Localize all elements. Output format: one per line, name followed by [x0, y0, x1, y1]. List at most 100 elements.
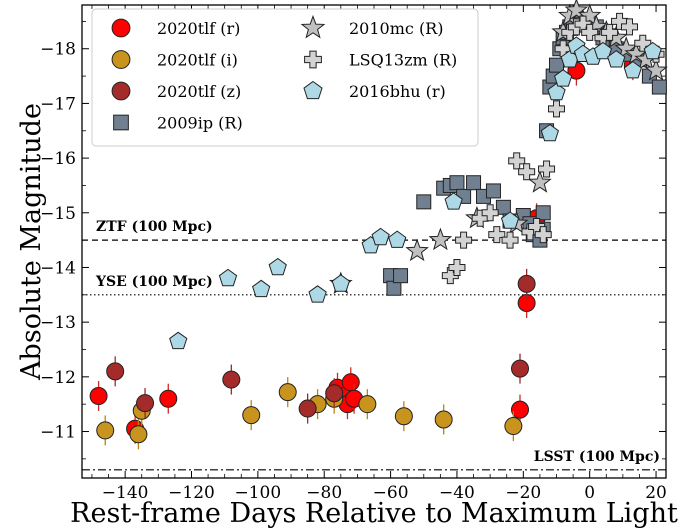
data-point — [268, 257, 287, 276]
data-point — [504, 417, 523, 436]
data-point — [488, 226, 506, 244]
data-point — [528, 170, 552, 193]
data-point — [651, 79, 667, 95]
legend-marker — [303, 80, 323, 100]
x-tick-label: −20 — [505, 483, 541, 503]
y-tick-label: −13 — [40, 313, 76, 333]
x-tick-label: 0 — [584, 483, 595, 503]
data-point — [511, 359, 529, 378]
data-point — [538, 160, 556, 178]
data-point — [106, 362, 125, 381]
y-axis-label: Absolute Magnitude — [16, 103, 47, 381]
data-point — [444, 192, 463, 210]
x-tick-label: −60 — [373, 483, 409, 503]
data-point — [511, 400, 529, 419]
data-point — [441, 267, 459, 285]
data-point — [325, 384, 344, 403]
legend-marker — [300, 14, 326, 39]
legend-marker — [304, 50, 322, 69]
data-point — [508, 152, 526, 170]
x-tick-label: −140 — [102, 483, 149, 503]
data-point — [308, 285, 327, 303]
data-point — [517, 274, 536, 293]
legend-entry-label: 2020tlf (r) — [157, 19, 240, 38]
series-2 — [106, 268, 536, 424]
legend-entry-label: 2009ip (R) — [157, 114, 243, 133]
y-tick-label: −18 — [40, 40, 76, 60]
data-point — [607, 50, 626, 68]
data-point — [455, 231, 473, 249]
reference-label-0: ZTF (100 Mpc) — [96, 219, 213, 235]
axis-ticks: −140 −120 −100 −80 −60 −40 −20 0 20 −11 −12 −13 −14 −… — [40, 5, 667, 503]
x-tick-label: −80 — [306, 483, 342, 503]
data-point — [481, 204, 499, 222]
data-point — [394, 407, 413, 426]
legend-entry-label: LSQ13zm (R) — [349, 51, 457, 70]
y-tick-label: −15 — [40, 204, 76, 224]
reference-label-1: YSE (100 Mpc) — [95, 274, 213, 290]
x-tick-label: 20 — [645, 483, 667, 503]
data-point — [169, 331, 188, 350]
data-point — [501, 231, 519, 249]
x-axis-label: Rest-frame Days Relative to Maximum Ligh… — [70, 498, 678, 529]
data-point — [278, 383, 297, 402]
data-point — [386, 280, 402, 296]
data-point — [548, 100, 565, 118]
legend: 2020tlf (r) 2020tlf (i) 2020tlf (z) 2009ip … — [91, 8, 479, 147]
data-point — [218, 268, 238, 287]
data-point — [388, 230, 407, 248]
legend-entry-label: 2020tlf (i) — [157, 51, 238, 70]
data-point — [405, 238, 429, 262]
data-point — [428, 227, 453, 251]
data-point — [518, 163, 536, 181]
data-point — [448, 258, 466, 276]
legend-marker — [113, 114, 129, 131]
data-point — [601, 23, 619, 41]
data-point — [159, 389, 178, 408]
y-tick-label: −12 — [40, 368, 76, 388]
y-tick-label: −16 — [40, 149, 76, 169]
legend-marker — [111, 50, 131, 69]
legend-entry-label: 2020tlf (z) — [157, 82, 241, 101]
data-point — [500, 211, 520, 229]
x-tick-label: −120 — [168, 483, 215, 503]
data-point — [485, 183, 501, 199]
data-point — [554, 69, 573, 87]
data-point — [358, 395, 377, 414]
data-point — [593, 41, 613, 60]
data-point — [371, 227, 390, 246]
y-tick-label: −11 — [40, 423, 76, 443]
y-tick-label: −14 — [40, 258, 76, 278]
data-point — [222, 370, 241, 389]
reference-label-2: LSST (100 Mpc) — [534, 449, 660, 465]
series-5 — [441, 12, 665, 285]
data-point — [416, 194, 432, 210]
data-point — [549, 57, 564, 73]
x-tick-label: −40 — [439, 483, 475, 503]
data-point — [577, 3, 602, 26]
legend-entry-label: 2010mc (R) — [349, 19, 443, 38]
data-point — [89, 386, 108, 405]
data-point — [621, 18, 638, 36]
data-point — [614, 36, 638, 59]
series-6 — [169, 36, 662, 350]
y-tick-label: −17 — [40, 94, 76, 114]
data-point — [466, 175, 482, 191]
x-tick-label: −100 — [235, 483, 282, 503]
data-point — [298, 399, 317, 418]
data-point — [449, 175, 465, 191]
data-point — [96, 421, 115, 440]
legend-entry-label: 2016bhu (r) — [349, 82, 446, 101]
legend-marker — [111, 18, 131, 38]
data-point — [540, 123, 559, 142]
data-point — [564, 0, 589, 21]
data-point — [623, 60, 642, 79]
data-point — [581, 23, 599, 41]
data-point — [252, 279, 271, 298]
data-point — [129, 425, 148, 444]
data-series — [89, 0, 668, 450]
data-point — [535, 205, 551, 221]
data-point — [242, 406, 261, 425]
